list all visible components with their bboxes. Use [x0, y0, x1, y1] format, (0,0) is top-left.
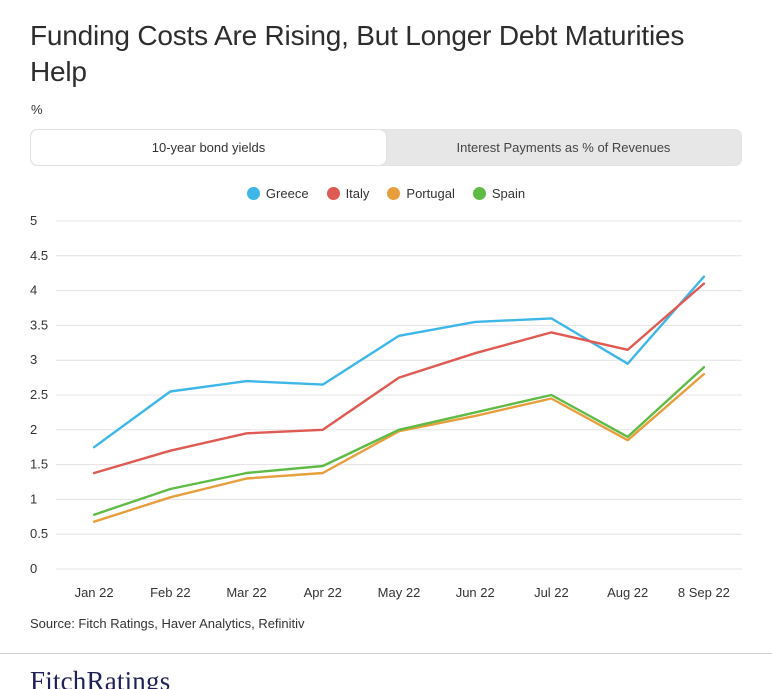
legend-label-greece: Greece — [265, 185, 309, 201]
footer-divider — [0, 652, 772, 654]
legend-dot-portugal — [387, 186, 401, 200]
y-tick-label: 2 — [30, 421, 37, 436]
y-tick-label: 1.5 — [30, 456, 48, 471]
legend-item-spain[interactable]: Spain — [472, 185, 526, 201]
y-tick-label: 3.5 — [30, 317, 48, 332]
legend-label-italy: Italy — [345, 185, 370, 201]
y-tick-label: 3 — [30, 352, 37, 367]
chart-tab-bar: 10-year bond yields Interest Payments as… — [30, 128, 742, 166]
y-tick-label: 0 — [30, 561, 37, 576]
tab-interest-payments-pct-revenues[interactable]: Interest Payments as % of Revenues — [456, 139, 671, 155]
x-tick-label: Mar 22 — [226, 585, 266, 600]
source-note: Source: Fitch Ratings, Haver Analytics, … — [30, 615, 305, 631]
x-tick-label: May 22 — [378, 585, 421, 600]
legend-dot-greece — [246, 186, 260, 200]
bond-yields-line-chart: 0 0.5 1 1.5 2 2.5 3 3.5 4 4.5 5 Jan 22 Feb 22 Mar 22 A… — [30, 207, 742, 610]
y-tick-label: 2.5 — [30, 387, 48, 402]
series-line-spain — [92, 365, 706, 516]
legend-item-portugal[interactable]: Portugal — [387, 185, 455, 201]
y-tick-label: 1 — [30, 491, 37, 506]
y-tick-label: 4 — [30, 282, 37, 297]
legend-label-portugal: Portugal — [406, 185, 455, 201]
x-tick-label: Jul 22 — [534, 585, 569, 600]
tab-10-year-bond-yields[interactable]: 10-year bond yields — [31, 129, 386, 165]
legend-dot-italy — [326, 186, 340, 200]
y-tick-label: 4.5 — [30, 247, 48, 262]
page-title: Funding Costs Are Rising, But Longer Deb… — [30, 20, 685, 87]
y-axis-unit-label: % — [31, 101, 43, 117]
legend-item-greece[interactable]: Greece — [246, 185, 309, 201]
x-tick-label: 8 Sep 22 — [678, 585, 730, 600]
legend-dot-spain — [472, 186, 486, 200]
x-tick-label: Jun 22 — [456, 585, 495, 600]
series-line-greece — [92, 275, 706, 449]
y-tick-label: 0.5 — [30, 526, 48, 541]
chart-svg: 0 0.5 1 1.5 2 2.5 3 3.5 4 4.5 5 Jan 22 Feb 22 Mar 22 A… — [30, 213, 742, 600]
series-line-portugal — [92, 372, 706, 523]
x-tick-label: Feb 22 — [150, 585, 190, 600]
x-tick-label: Jan 22 — [75, 585, 114, 600]
legend-label-spain: Spain — [491, 185, 526, 201]
x-tick-label: Aug 22 — [607, 585, 648, 600]
x-tick-label: Apr 22 — [304, 585, 342, 600]
fitch-ratings-logo: FitchRatings — [30, 665, 171, 689]
series-line-italy — [92, 282, 706, 474]
chart-legend: Greece Italy Portugal Spain — [30, 186, 742, 201]
legend-item-italy[interactable]: Italy — [326, 185, 370, 201]
y-tick-label: 5 — [30, 213, 37, 228]
